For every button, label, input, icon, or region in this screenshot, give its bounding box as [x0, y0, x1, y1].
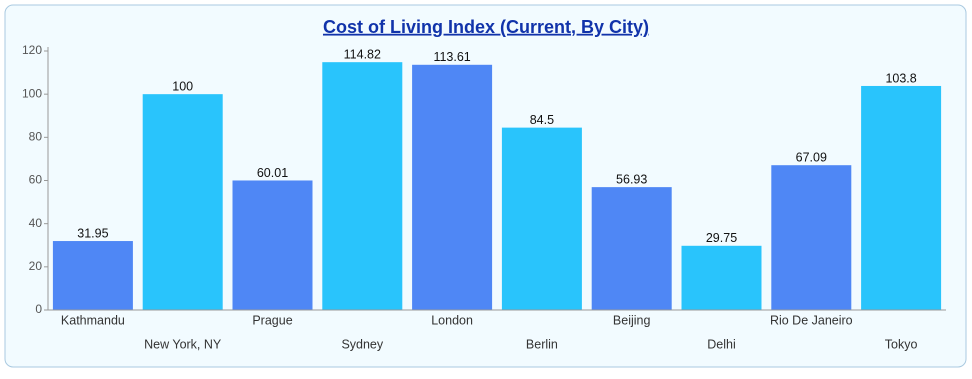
x-tick-label: Delhi: [707, 337, 736, 351]
value-label: 60.01: [257, 166, 288, 180]
x-tick-label: Tokyo: [885, 337, 918, 351]
bar: [681, 245, 762, 310]
y-tick-label: 100: [22, 86, 42, 100]
bar: [142, 94, 223, 311]
value-label: 56.93: [616, 172, 647, 186]
x-tick-label: London: [431, 313, 473, 327]
x-tick-label: Beijing: [613, 313, 651, 327]
bar: [771, 165, 852, 310]
value-label: 84.5: [530, 113, 554, 127]
x-tick-label: Sydney: [341, 337, 383, 351]
bar: [412, 64, 493, 310]
value-label: 31.95: [77, 226, 108, 240]
bar: [322, 62, 403, 310]
value-label: 29.75: [706, 231, 737, 245]
value-label: 100: [172, 79, 193, 93]
value-label: 103.8: [885, 71, 916, 85]
chart-title[interactable]: Cost of Living Index (Current, By City): [323, 17, 649, 37]
x-tick-label: New York, NY: [144, 337, 222, 351]
value-label: 67.09: [796, 150, 827, 164]
y-tick-label: 120: [22, 43, 42, 57]
value-label: 113.61: [433, 50, 470, 64]
x-tick-label: Kathmandu: [61, 313, 125, 327]
y-tick-label: 20: [29, 259, 43, 273]
y-tick-label: 0: [35, 302, 42, 316]
bar: [232, 180, 313, 310]
y-tick-label: 40: [29, 216, 43, 230]
bar: [591, 187, 672, 310]
value-label: 114.82: [344, 47, 381, 61]
x-tick-label: Rio De Janeiro: [770, 313, 853, 327]
bar: [501, 127, 582, 310]
x-tick-label: Berlin: [526, 337, 558, 351]
bar: [861, 85, 942, 310]
y-tick-label: 80: [29, 130, 43, 144]
x-tick-label: Prague: [252, 313, 292, 327]
y-tick-label: 60: [29, 173, 43, 187]
bar: [52, 241, 133, 310]
